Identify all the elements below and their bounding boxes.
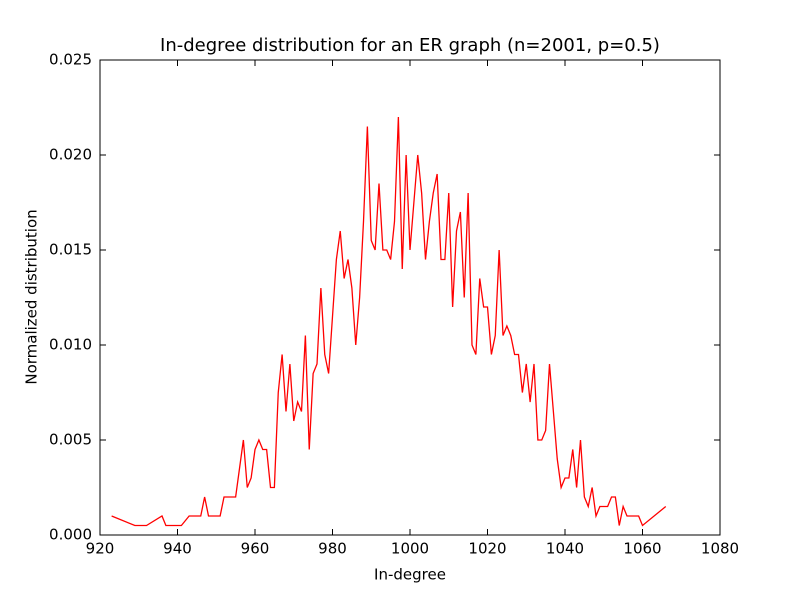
x-tick-label: 1060 (623, 540, 661, 558)
y-tick-label: 0.020 (49, 146, 92, 164)
y-tick-label: 0.015 (49, 241, 92, 259)
x-tick-label: 1040 (546, 540, 584, 558)
x-tick-label: 980 (318, 540, 347, 558)
plot-frame (99, 59, 721, 536)
y-axis-label: Normalized distribution (23, 209, 41, 384)
data-line (111, 116, 667, 527)
y-tick-label: 0.005 (49, 431, 92, 449)
y-tick-label: 0.000 (49, 526, 92, 544)
x-tick-label: 1020 (468, 540, 506, 558)
y-tick-label: 0.025 (49, 51, 92, 69)
x-tick-label: 920 (86, 540, 115, 558)
chart-title: In-degree distribution for an ER graph (… (160, 35, 660, 56)
x-tick-label: 940 (163, 540, 192, 558)
y-tick-label: 0.010 (49, 336, 92, 354)
x-tick-label: 960 (241, 540, 270, 558)
x-tick-label: 1000 (391, 540, 429, 558)
x-tick-label: 1080 (701, 540, 739, 558)
x-axis-label: In-degree (374, 566, 446, 584)
